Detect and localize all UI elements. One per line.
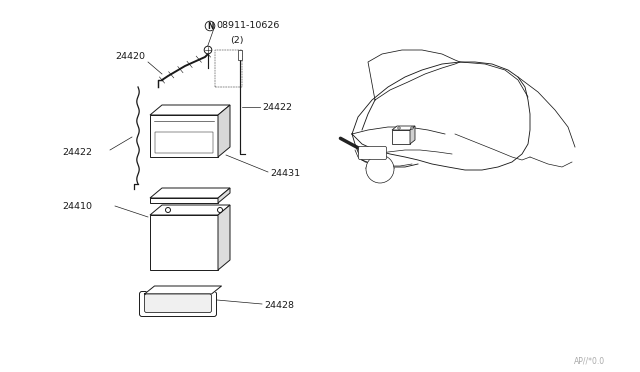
Polygon shape bbox=[218, 188, 230, 203]
Circle shape bbox=[411, 127, 413, 129]
Text: 24420: 24420 bbox=[115, 52, 145, 61]
Polygon shape bbox=[218, 105, 230, 157]
Polygon shape bbox=[150, 215, 218, 270]
Polygon shape bbox=[218, 205, 230, 270]
Polygon shape bbox=[410, 126, 415, 144]
Circle shape bbox=[398, 127, 400, 129]
Polygon shape bbox=[150, 115, 218, 157]
Polygon shape bbox=[150, 205, 230, 215]
FancyBboxPatch shape bbox=[238, 50, 242, 60]
Polygon shape bbox=[392, 130, 410, 144]
Text: 08911-10626: 08911-10626 bbox=[216, 20, 280, 29]
FancyBboxPatch shape bbox=[140, 292, 216, 317]
Polygon shape bbox=[150, 188, 230, 198]
Circle shape bbox=[166, 208, 170, 212]
Polygon shape bbox=[145, 286, 221, 294]
FancyBboxPatch shape bbox=[145, 294, 211, 312]
Circle shape bbox=[205, 21, 215, 31]
Text: N: N bbox=[207, 22, 213, 31]
Text: 24428: 24428 bbox=[264, 301, 294, 310]
Polygon shape bbox=[352, 62, 530, 170]
Text: 24431: 24431 bbox=[270, 169, 300, 177]
Text: 24422: 24422 bbox=[62, 148, 92, 157]
Text: 24410: 24410 bbox=[62, 202, 92, 211]
Circle shape bbox=[366, 155, 394, 183]
Text: 24422: 24422 bbox=[262, 103, 292, 112]
FancyBboxPatch shape bbox=[155, 132, 213, 153]
Polygon shape bbox=[392, 126, 415, 130]
Circle shape bbox=[218, 208, 223, 212]
Circle shape bbox=[204, 46, 212, 54]
FancyBboxPatch shape bbox=[358, 147, 387, 160]
Text: (2): (2) bbox=[230, 35, 243, 45]
Polygon shape bbox=[150, 198, 218, 203]
Text: AP//*0.0: AP//*0.0 bbox=[574, 357, 605, 366]
Polygon shape bbox=[150, 105, 230, 115]
Polygon shape bbox=[368, 50, 460, 100]
